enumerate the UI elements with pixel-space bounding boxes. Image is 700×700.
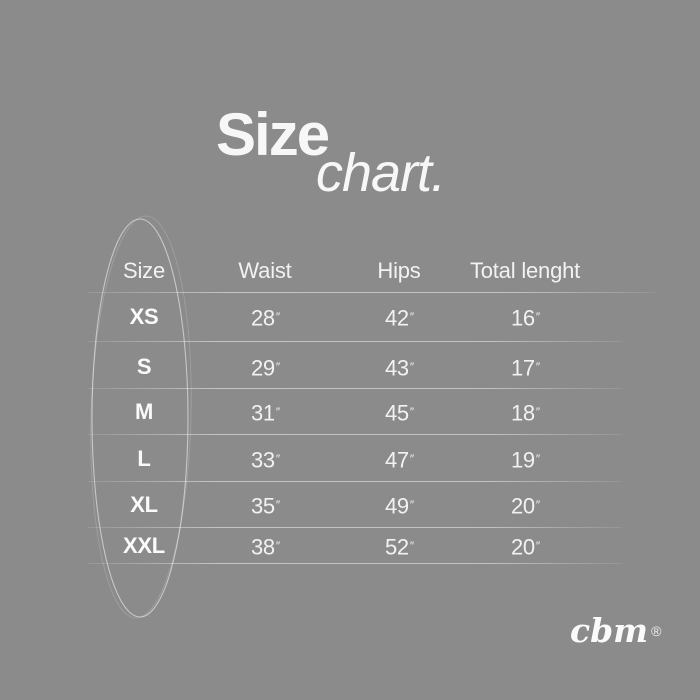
total-length-value: 19 xyxy=(510,447,535,473)
row-divider xyxy=(88,292,656,293)
cell-waist: 31″ xyxy=(250,397,280,427)
inch-mark: ″ xyxy=(275,405,280,419)
row-divider xyxy=(88,481,622,482)
brand-logo: cbm ® xyxy=(570,611,661,651)
cell-total-length: 17″ xyxy=(510,352,540,382)
inch-mark: ″ xyxy=(409,452,414,466)
inch-mark: ″ xyxy=(275,539,280,553)
waist-value: 31 xyxy=(250,400,275,426)
header-cell-hips: Hips xyxy=(377,258,421,283)
inch-mark: ″ xyxy=(275,310,280,324)
inch-mark: ″ xyxy=(275,498,280,512)
inch-mark: ″ xyxy=(535,360,540,374)
total-length-value: 20 xyxy=(510,493,535,519)
inch-mark: ″ xyxy=(535,498,540,512)
cell-waist: 28″ xyxy=(250,302,280,332)
inch-mark: ″ xyxy=(275,452,280,466)
row-divider xyxy=(88,341,622,342)
inch-mark: ″ xyxy=(275,360,280,374)
page-subtitle: chart. xyxy=(316,143,446,203)
inch-mark: ″ xyxy=(535,539,540,553)
inch-mark: ″ xyxy=(409,310,414,324)
hips-value: 52 xyxy=(384,534,409,560)
brand-name: cbm xyxy=(570,611,649,650)
cell-hips: 52″ xyxy=(384,531,414,561)
cell-hips: 49″ xyxy=(384,490,414,520)
inch-mark: ″ xyxy=(535,310,540,324)
header-cell-waist: Waist xyxy=(238,258,292,283)
cell-size: XS xyxy=(129,304,159,329)
total-length-value: 18 xyxy=(510,400,535,426)
hips-value: 43 xyxy=(384,355,409,381)
row-divider xyxy=(88,434,622,435)
cell-hips: 47″ xyxy=(384,444,414,474)
table-row: S 29″ 43″ 17″ xyxy=(0,352,700,382)
waist-value: 28 xyxy=(250,305,275,331)
waist-value: 35 xyxy=(250,493,275,519)
hips-value: 45 xyxy=(384,400,409,426)
inch-mark: ″ xyxy=(409,498,414,512)
cell-waist: 33″ xyxy=(250,444,280,474)
cell-waist: 29″ xyxy=(250,352,280,382)
table-row: XS 28″ 42″ 16″ xyxy=(0,302,700,332)
cell-waist: 35″ xyxy=(250,490,280,520)
hips-value: 42 xyxy=(384,305,409,331)
cell-size: S xyxy=(136,354,152,379)
table-row: M 31″ 45″ 18″ xyxy=(0,397,700,427)
cell-size: XL xyxy=(130,492,158,517)
header-cell-total-length: Total lenght xyxy=(469,258,581,283)
row-divider xyxy=(88,527,622,528)
table-row: L 33″ 47″ 19″ xyxy=(0,444,700,474)
total-length-value: 16 xyxy=(510,305,535,331)
inch-mark: ″ xyxy=(535,405,540,419)
table-row: XXL 38″ 52″ 20″ xyxy=(0,531,700,561)
cell-size: XXL xyxy=(123,533,165,558)
cell-size: L xyxy=(137,446,151,471)
row-divider xyxy=(88,563,622,564)
hips-value: 49 xyxy=(384,493,409,519)
cell-hips: 45″ xyxy=(384,397,414,427)
total-length-value: 17 xyxy=(510,355,535,381)
row-divider xyxy=(88,388,622,389)
registered-trademark-symbol: ® xyxy=(651,623,662,639)
cell-hips: 43″ xyxy=(384,352,414,382)
cell-total-length: 20″ xyxy=(510,531,540,561)
cell-total-length: 16″ xyxy=(510,302,540,332)
waist-value: 38 xyxy=(250,534,275,560)
page-title: Size xyxy=(216,101,330,168)
hips-value: 47 xyxy=(384,447,409,473)
inch-mark: ″ xyxy=(409,360,414,374)
table-row: XL 35″ 49″ 20″ xyxy=(0,490,700,520)
cell-waist: 38″ xyxy=(250,531,280,561)
cell-size: M xyxy=(134,399,154,424)
waist-value: 29 xyxy=(250,355,275,381)
inch-mark: ″ xyxy=(535,452,540,466)
total-length-value: 20 xyxy=(510,534,535,560)
cell-total-length: 18″ xyxy=(510,397,540,427)
cell-hips: 42″ xyxy=(384,302,414,332)
cell-total-length: 19″ xyxy=(510,444,540,474)
table-header-row: Size Waist Hips Total lenght xyxy=(0,256,700,286)
waist-value: 33 xyxy=(250,447,275,473)
cell-total-length: 20″ xyxy=(510,490,540,520)
header-cell-size: Size xyxy=(123,258,165,283)
inch-mark: ″ xyxy=(409,539,414,553)
inch-mark: ″ xyxy=(409,405,414,419)
